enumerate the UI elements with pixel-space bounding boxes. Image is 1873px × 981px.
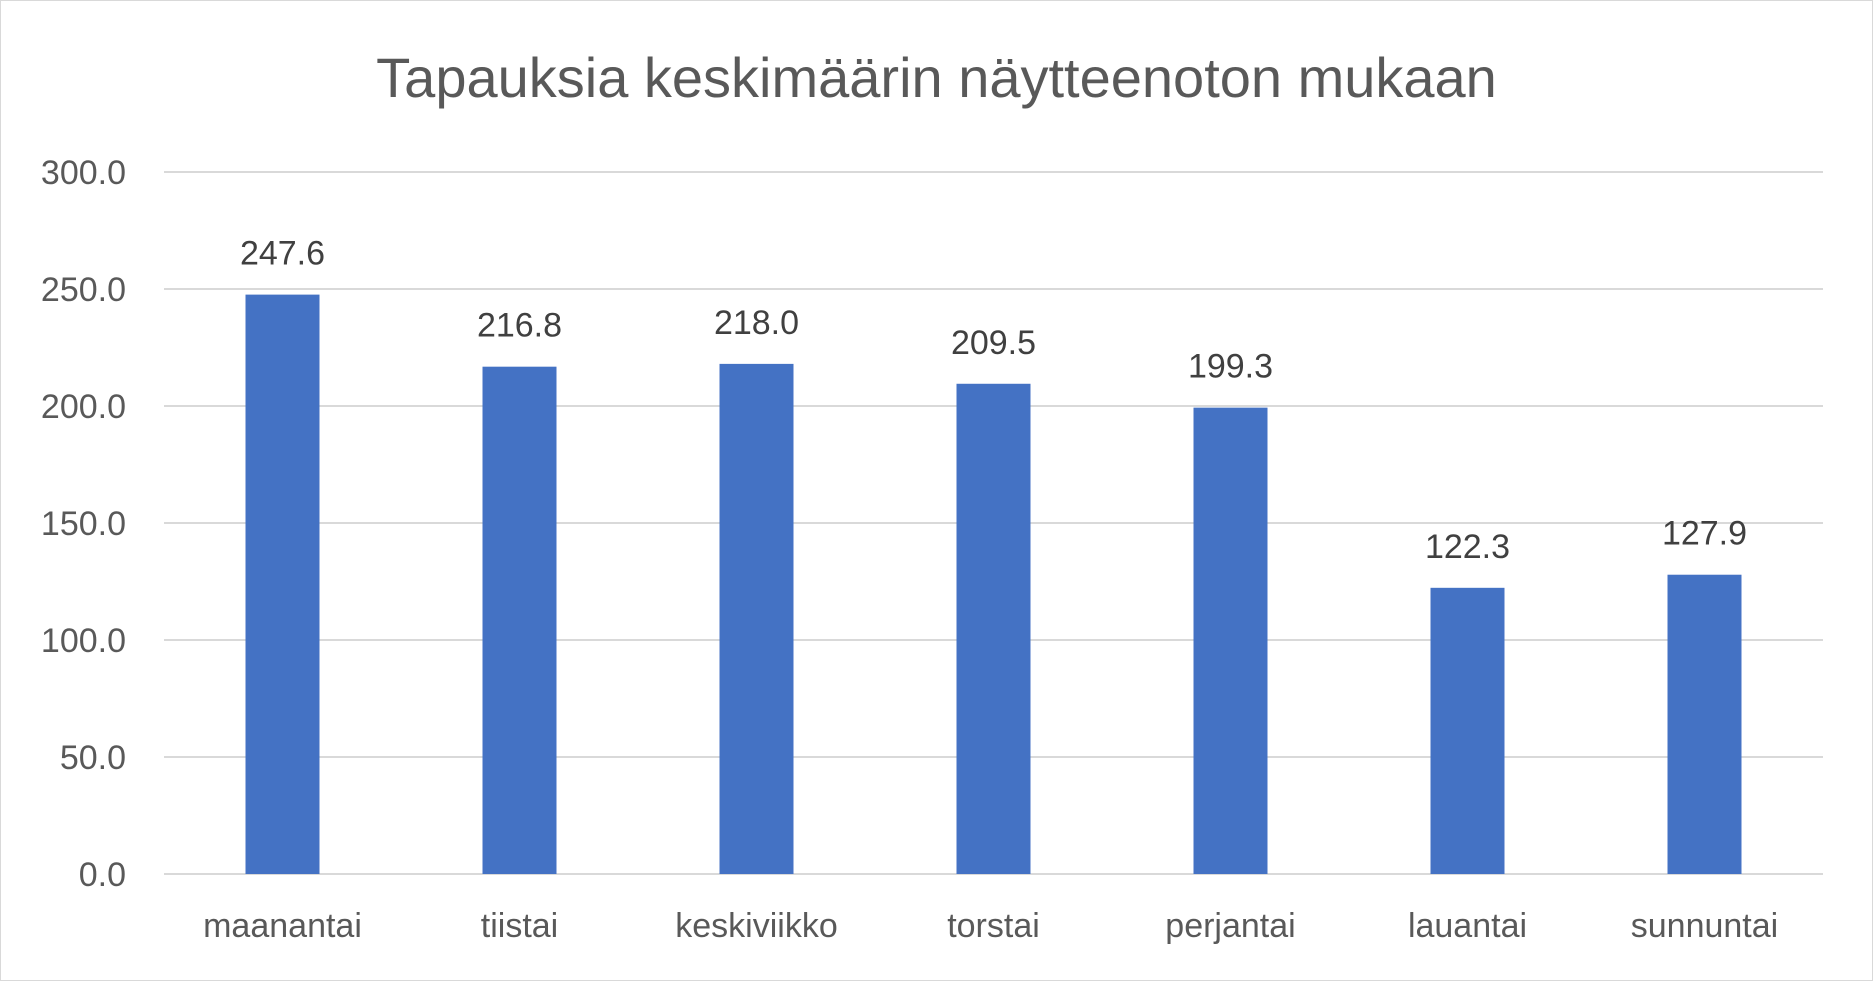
- data-label: 216.8: [477, 307, 562, 345]
- chart-title: Tapauksia keskimäärin näytteenoton mukaa…: [376, 46, 1497, 109]
- x-tick-label: keskiviikko: [675, 907, 837, 945]
- bar-tiistai: [482, 366, 557, 874]
- data-label: 199.3: [1188, 348, 1273, 386]
- data-label: 127.9: [1662, 515, 1747, 553]
- x-tick-label: torstai: [947, 907, 1040, 945]
- data-label: 209.5: [951, 324, 1036, 362]
- y-axis-tick-labels: 0.0 50.0 100.0 150.0 200.0 250.0 300.0: [41, 154, 126, 894]
- x-tick-label: sunnuntai: [1631, 907, 1778, 945]
- bar-maanantai: [245, 294, 320, 875]
- x-tick-label: maanantai: [203, 907, 362, 945]
- y-tick-label: 50.0: [60, 739, 126, 777]
- x-tick-label: perjantai: [1165, 907, 1295, 945]
- y-tick-label: 100.0: [41, 622, 126, 660]
- x-axis-tick-labels: maanantai tiistai keskiviikko torstai perjan…: [203, 907, 1778, 945]
- data-label: 247.6: [240, 235, 325, 273]
- y-tick-label: 200.0: [41, 388, 126, 426]
- data-label: 218.0: [714, 304, 799, 342]
- bar-sunnuntai: [1667, 574, 1742, 874]
- bars: [245, 294, 1742, 875]
- y-tick-label: 250.0: [41, 271, 126, 309]
- bar-perjantai: [1193, 407, 1268, 874]
- bar-lauantai: [1430, 587, 1505, 874]
- y-tick-label: 0.0: [79, 856, 126, 894]
- y-tick-label: 300.0: [41, 154, 126, 192]
- bar-keskiviikko: [719, 363, 794, 874]
- y-tick-label: 150.0: [41, 505, 126, 543]
- x-tick-label: tiistai: [481, 907, 558, 945]
- x-tick-label: lauantai: [1408, 907, 1527, 945]
- bar-torstai: [956, 383, 1031, 874]
- data-label: 122.3: [1425, 528, 1510, 566]
- data-labels: 247.6 216.8 218.0 209.5 199.3 122.3 127.9: [240, 235, 1747, 566]
